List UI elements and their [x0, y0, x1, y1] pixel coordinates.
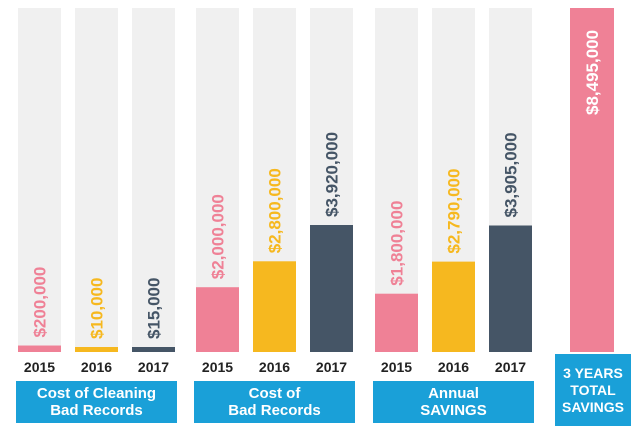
total-savings-caption: 3 YEARS TOTAL SAVINGS [555, 354, 631, 426]
bar-2015 [196, 287, 239, 352]
bar-value-label: $2,790,000 [445, 169, 464, 254]
bar-value-label: $3,905,000 [502, 132, 521, 217]
total-savings-value-label: $8,495,000 [583, 30, 602, 115]
bar-2017 [310, 225, 353, 352]
group-caption: Annual SAVINGS [373, 381, 534, 423]
bar-2015 [18, 345, 61, 352]
group-caption-text: Cost of Cleaning Bad Records [36, 385, 157, 419]
bar-value-label: $15,000 [145, 278, 164, 339]
bar-2017 [132, 347, 175, 352]
group-caption: Cost of Cleaning Bad Records [16, 381, 177, 423]
bar-value-label: $2,000,000 [209, 194, 228, 279]
year-label-2017: 2017 [138, 359, 169, 375]
bar-2017 [489, 225, 532, 352]
bar-2015 [375, 293, 418, 352]
year-label-2017: 2017 [495, 359, 526, 375]
group-caption: Cost of Bad Records [194, 381, 355, 423]
bar-2016 [253, 261, 296, 352]
total-savings-bar [570, 8, 614, 352]
group-caption-text: Cost of Bad Records [228, 385, 321, 419]
total-savings-caption-text: 3 YEARS TOTAL SAVINGS [562, 364, 624, 415]
year-label-2016: 2016 [438, 359, 469, 375]
year-label-2016: 2016 [259, 359, 290, 375]
year-label-2015: 2015 [202, 359, 233, 375]
bar-track [132, 8, 175, 352]
bar-2016 [75, 347, 118, 352]
year-label-2016: 2016 [81, 359, 112, 375]
bar-value-label: $10,000 [88, 278, 107, 339]
bar-value-label: $3,920,000 [323, 132, 342, 217]
bar-track [75, 8, 118, 352]
bar-2016 [432, 261, 475, 352]
bar-track [18, 8, 61, 352]
year-label-2017: 2017 [316, 359, 347, 375]
group-caption-text: Annual SAVINGS [420, 385, 487, 419]
bar-value-label: $1,800,000 [388, 201, 407, 286]
year-label-2015: 2015 [381, 359, 412, 375]
bar-value-label: $2,800,000 [266, 168, 285, 253]
year-label-2015: 2015 [24, 359, 55, 375]
bar-value-label: $200,000 [31, 267, 50, 338]
